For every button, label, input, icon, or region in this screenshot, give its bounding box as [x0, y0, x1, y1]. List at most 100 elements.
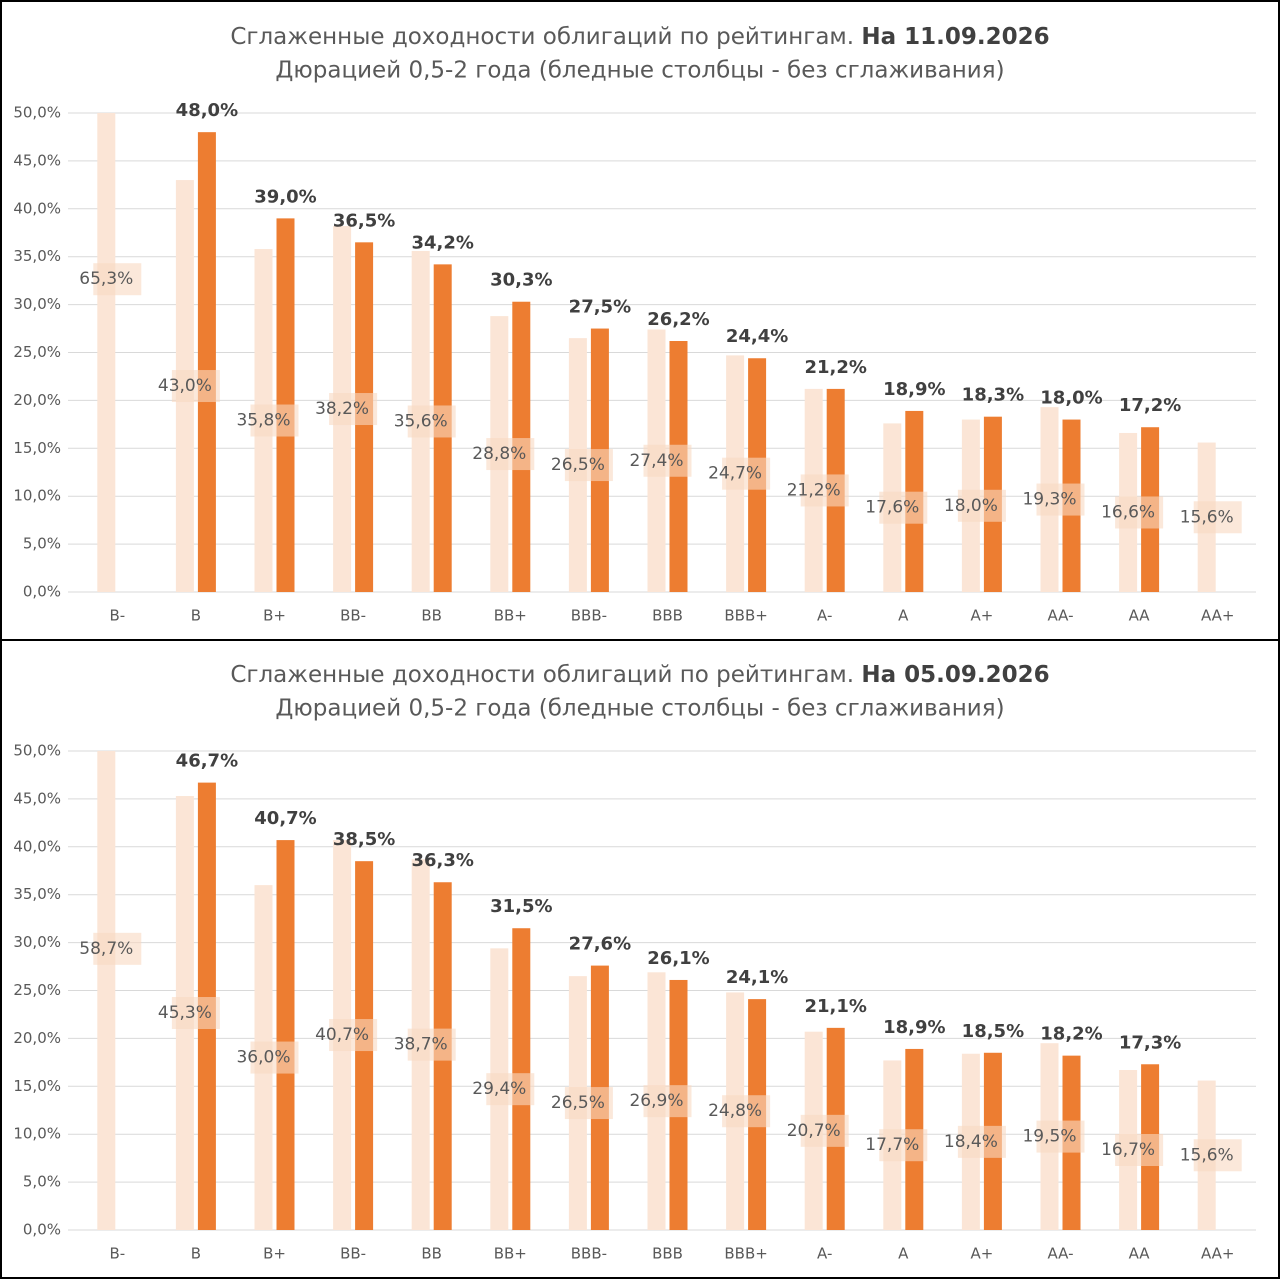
x-tick-label: B — [191, 607, 201, 625]
raw-value-label: 21,2% — [787, 480, 841, 500]
label-band — [93, 263, 142, 296]
y-tick-label: 30,0% — [13, 295, 61, 313]
label-band — [250, 404, 299, 437]
raw-value-label: 16,6% — [1101, 502, 1155, 522]
label-band — [486, 1073, 535, 1106]
y-tick-label: 40,0% — [13, 837, 61, 855]
smoothed-value-label: 26,2% — [647, 309, 709, 330]
x-tick-label: A- — [817, 607, 832, 625]
smoothed-value-label: 18,5% — [962, 1021, 1024, 1042]
y-tick-label: 20,0% — [13, 391, 61, 409]
y-tick-label: 5,0% — [23, 1173, 61, 1191]
raw-bar — [97, 751, 116, 1230]
x-tick-label: B- — [109, 607, 125, 625]
x-tick-label: BBB- — [571, 1245, 607, 1263]
y-tick-label: 10,0% — [13, 1125, 61, 1143]
raw-value-label: 35,8% — [236, 411, 290, 431]
label-band — [564, 449, 613, 482]
title-text: Сглаженные доходности облигаций по рейти… — [230, 662, 854, 688]
x-tick-label: B- — [109, 1245, 125, 1263]
x-tick-label: B — [191, 1245, 201, 1263]
x-tick-label: A- — [817, 1245, 832, 1263]
label-band — [722, 1095, 771, 1128]
x-tick-label: B+ — [263, 1245, 286, 1263]
raw-value-label: 38,2% — [315, 399, 369, 419]
y-tick-label: 45,0% — [13, 789, 61, 807]
panel-border — [0, 639, 1280, 1279]
raw-value-label: 15,6% — [1180, 507, 1234, 527]
label-band — [564, 1087, 613, 1120]
label-band — [171, 997, 220, 1030]
y-tick-label: 20,0% — [13, 1029, 61, 1047]
raw-value-label: 36,0% — [236, 1048, 290, 1068]
raw-value-label: 28,8% — [472, 444, 526, 464]
raw-value-label: 20,7% — [787, 1121, 841, 1141]
smoothed-value-label: 30,3% — [490, 270, 552, 291]
x-tick-label: BBB+ — [724, 1245, 767, 1263]
raw-value-label: 15,6% — [1180, 1145, 1234, 1165]
label-band — [1193, 501, 1242, 534]
x-tick-label: A — [898, 607, 909, 625]
smoothed-value-label: 46,7% — [176, 751, 238, 772]
label-band — [879, 491, 928, 524]
y-tick-label: 15,0% — [13, 439, 61, 457]
smoothed-value-label: 40,7% — [254, 808, 316, 829]
x-tick-label: BBB — [652, 607, 683, 625]
y-tick-label: 50,0% — [13, 742, 61, 760]
raw-value-label: 29,4% — [472, 1079, 526, 1099]
title-text: Сглаженные доходности облигаций по рейти… — [230, 24, 854, 50]
y-tick-label: 15,0% — [13, 1077, 61, 1095]
x-tick-label: BB — [421, 607, 442, 625]
raw-bar — [97, 113, 116, 592]
label-band — [722, 457, 771, 490]
smoothed-value-label: 34,2% — [411, 232, 473, 253]
y-tick-label: 0,0% — [23, 1221, 61, 1239]
label-band — [407, 1028, 456, 1061]
label-band — [93, 932, 142, 965]
label-band — [1036, 483, 1085, 516]
x-tick-label: BB+ — [494, 607, 527, 625]
label-band — [1115, 1134, 1164, 1167]
label-band — [1115, 496, 1164, 529]
raw-value-label: 45,3% — [158, 1003, 212, 1023]
x-tick-label: A — [898, 1245, 909, 1263]
raw-value-label: 40,7% — [315, 1025, 369, 1045]
smoothed-value-label: 18,2% — [1040, 1024, 1102, 1045]
x-tick-label: BB — [421, 1245, 442, 1263]
raw-value-label: 65,3% — [79, 269, 133, 289]
label-band — [1193, 1139, 1242, 1172]
label-band — [329, 1019, 378, 1052]
smoothed-value-label: 21,1% — [804, 996, 866, 1017]
x-tick-label: A+ — [970, 1245, 993, 1263]
title-date: На 11.09.2026 — [861, 24, 1049, 50]
smoothed-value-label: 17,3% — [1119, 1032, 1181, 1053]
chart-subtitle: Дюрацией 0,5-2 года (бледные столбцы - б… — [275, 58, 1004, 84]
x-tick-label: AA+ — [1201, 1245, 1235, 1263]
raw-value-label: 18,4% — [944, 1132, 998, 1152]
smoothed-value-label: 48,0% — [176, 100, 238, 121]
smoothed-value-label: 18,9% — [883, 379, 945, 400]
y-tick-label: 40,0% — [13, 199, 61, 217]
title-date: На 05.09.2026 — [861, 662, 1049, 688]
raw-value-label: 26,5% — [551, 1093, 605, 1113]
smoothed-value-label: 38,5% — [333, 829, 395, 850]
smoothed-value-label: 17,2% — [1119, 395, 1181, 416]
y-tick-label: 25,0% — [13, 343, 61, 361]
x-tick-label: BBB — [652, 1245, 683, 1263]
raw-value-label: 18,0% — [944, 496, 998, 516]
smoothed-value-label: 27,6% — [569, 934, 631, 955]
smoothed-value-label: 24,4% — [726, 326, 788, 347]
y-tick-label: 5,0% — [23, 535, 61, 553]
y-tick-label: 30,0% — [13, 933, 61, 951]
y-tick-label: 35,0% — [13, 247, 61, 265]
label-band — [407, 405, 456, 438]
chart-subtitle: Дюрацией 0,5-2 года (бледные столбцы - б… — [275, 696, 1004, 722]
label-band — [486, 438, 535, 471]
x-tick-label: AA- — [1047, 607, 1073, 625]
raw-value-label: 24,7% — [708, 464, 762, 484]
smoothed-value-label: 36,5% — [333, 210, 395, 231]
label-band — [171, 370, 220, 403]
label-band — [879, 1129, 928, 1162]
plot-area — [97, 751, 1216, 1230]
smoothed-value-label: 21,2% — [804, 357, 866, 378]
